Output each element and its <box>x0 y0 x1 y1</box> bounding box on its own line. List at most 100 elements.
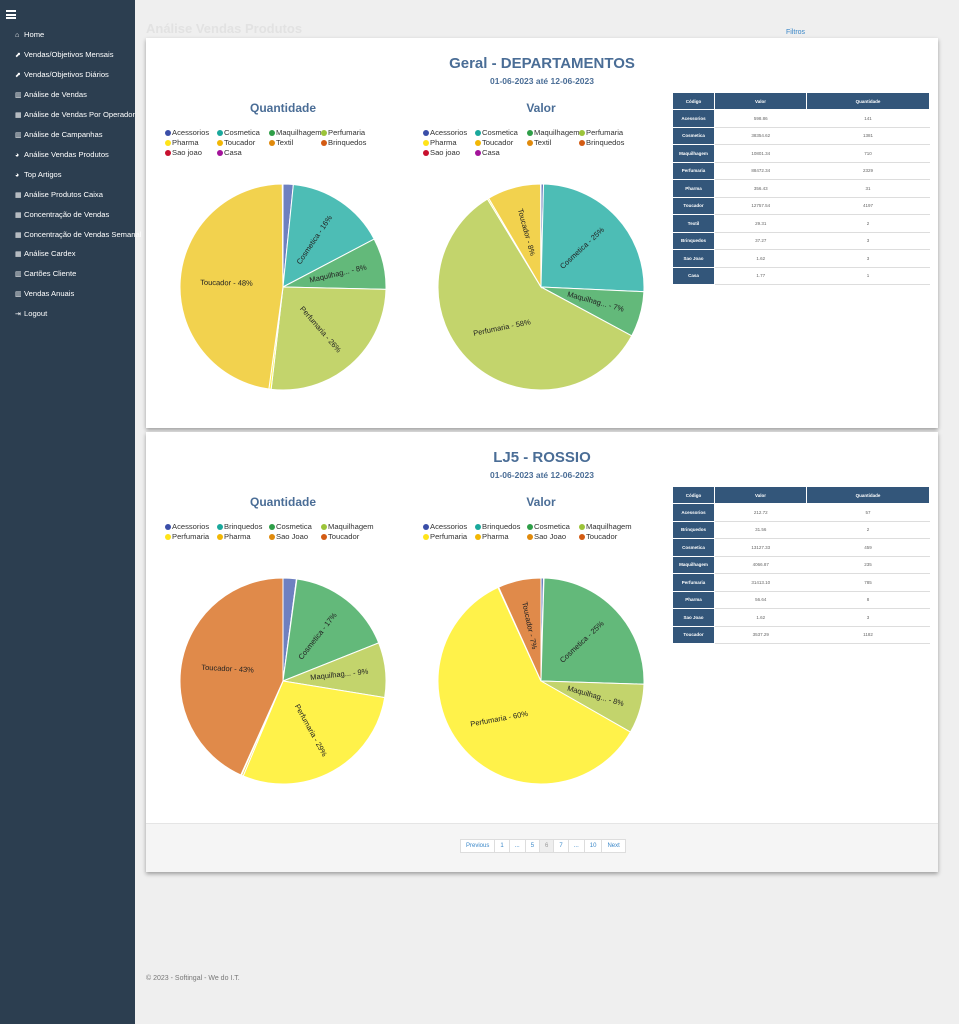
legend-item[interactable]: Maquilhagem <box>321 522 374 532</box>
legend-item[interactable]: Perfumaria <box>423 532 475 542</box>
pie-slice[interactable] <box>179 183 284 390</box>
pie-slice[interactable] <box>282 578 380 682</box>
table-row: Pharma 56.64 8 <box>672 590 930 609</box>
column-header[interactable]: Quantidade <box>806 486 930 504</box>
legend-item[interactable]: Toucador <box>321 532 373 542</box>
legend-item[interactable]: Acessorios <box>165 128 217 138</box>
pie-slice[interactable] <box>437 198 633 391</box>
sidebar-item-concentra-o-de-vendas-semanal[interactable]: ▦ Concentração de Vendas Semanal <box>15 230 141 239</box>
legend-item[interactable]: Pharma <box>423 138 475 148</box>
legend-item[interactable]: Cosmetica <box>217 128 269 138</box>
legend-dot-icon <box>321 533 327 540</box>
sidebar-item-vendas-objetivos-di-rios[interactable]: ⬈ Vendas/Objetivos Diários <box>15 70 109 79</box>
pie-slice[interactable] <box>242 680 386 785</box>
page-next[interactable]: Next <box>601 839 626 853</box>
legend-item[interactable]: Sao Joao <box>527 532 579 542</box>
page-5[interactable]: 5 <box>524 839 541 853</box>
legend-item[interactable]: Maquilhagem <box>269 128 322 138</box>
sidebar-item-an-lise-cardex[interactable]: ▦ Análise Cardex <box>15 249 76 258</box>
legend-label: Acessorios <box>430 128 468 137</box>
pie-slice[interactable] <box>540 577 645 685</box>
legend-item[interactable]: Brinquedos <box>579 138 631 148</box>
table-row: Acessorios 212.72 57 <box>672 503 930 522</box>
filters-link[interactable]: Filtros <box>786 29 806 36</box>
legend-label: Cosmetica <box>224 128 260 137</box>
legend-item[interactable]: Perfumaria <box>165 532 217 542</box>
legend-item[interactable]: Cosmetica <box>527 522 579 532</box>
legend-item[interactable]: Cosmetica <box>269 522 321 532</box>
pie-slice[interactable] <box>497 577 542 682</box>
column-header[interactable]: Código <box>672 92 715 110</box>
sidebar-item-home[interactable]: ⌂ Home <box>15 30 44 39</box>
legend-item[interactable]: Brinquedos <box>217 522 269 532</box>
legend-dot-icon <box>321 523 327 530</box>
store-title: LJ5 - ROSSIO <box>493 449 591 466</box>
column-header[interactable]: Código <box>672 486 715 504</box>
legend-item[interactable]: Pharma <box>165 138 217 148</box>
legend-item[interactable]: Sao Joao <box>269 532 321 542</box>
legend-item[interactable]: Casa <box>475 148 527 158</box>
cell-codigo: Textil <box>672 214 715 233</box>
legend-item[interactable]: Sao joao <box>165 148 217 158</box>
page-previous[interactable]: Previous <box>460 839 496 853</box>
legend-item[interactable]: Maquilhagem <box>579 522 632 532</box>
legend-item[interactable]: Pharma <box>217 532 269 542</box>
legend-item[interactable]: Pharma <box>475 532 527 542</box>
pie-slice[interactable] <box>282 183 375 288</box>
legend-label: Casa <box>482 148 500 157</box>
legend-item[interactable]: Toucador <box>217 138 269 148</box>
legend-item[interactable]: Textil <box>269 138 321 148</box>
sidebar-item-logout[interactable]: ⇥ Logout <box>15 309 47 318</box>
pie-slice[interactable] <box>270 286 387 391</box>
cell-quantidade: 1 <box>806 267 930 285</box>
legend-item[interactable]: Maquilhagem <box>527 128 580 138</box>
legend-item[interactable]: Brinquedos <box>321 138 373 148</box>
legend-item[interactable]: Sao joao <box>423 148 475 158</box>
legend-item[interactable]: Cosmetica <box>475 128 527 138</box>
legend-item[interactable]: Acessorios <box>423 522 475 532</box>
sidebar-item-an-lise-de-campanhas[interactable]: ▥ Análise de Campanhas <box>15 130 103 139</box>
cell-valor: 31.56 <box>714 521 807 539</box>
page-10[interactable]: 10 <box>583 839 603 853</box>
column-header[interactable]: Valor <box>713 486 808 504</box>
sidebar-item-vendas-objetivos-mensais[interactable]: ⬈ Vendas/Objetivos Mensais <box>15 50 114 59</box>
pie-slice[interactable] <box>179 577 284 776</box>
page-6[interactable]: 6 <box>539 839 555 853</box>
sidebar-item-an-lise-de-vendas[interactable]: ▥ Análise de Vendas <box>15 90 87 99</box>
legend-item[interactable]: Perfumaria <box>321 128 373 138</box>
legend-item[interactable]: Acessorios <box>165 522 217 532</box>
legend-item[interactable]: Casa <box>217 148 269 158</box>
page-ellipsis[interactable]: ... <box>508 839 526 853</box>
pie-slice[interactable] <box>540 183 645 293</box>
table-row: Toucador 3537.29 1182 <box>672 625 930 644</box>
hamburger-menu-icon[interactable] <box>6 10 16 19</box>
page-ellipsis[interactable]: ... <box>567 839 585 853</box>
sidebar: ⌂ Home ⬈ Vendas/Objetivos Mensais ⬈ Vendas/Ob… <box>0 0 141 1024</box>
legend-item[interactable]: Perfumaria <box>579 128 631 138</box>
page-1[interactable]: 1 <box>494 839 510 853</box>
legend-label: Brinquedos <box>586 138 625 147</box>
sidebar-item-cart-es-cliente[interactable]: ▥ Cartões Cliente <box>15 269 76 278</box>
cell-valor: 3537.29 <box>714 626 807 644</box>
cell-codigo: Sao Joao <box>672 249 715 268</box>
pie-slice[interactable] <box>437 586 632 785</box>
table-icon: ▦ <box>15 251 22 259</box>
cell-valor: 12757.54 <box>714 197 807 215</box>
sidebar-item-an-lise-vendas-produtos[interactable]: ◕ Análise Vendas Produtos <box>15 150 109 159</box>
legend-item[interactable]: Acessorios <box>423 128 475 138</box>
legend-item[interactable]: Toucador <box>579 532 631 542</box>
column-header[interactable]: Quantidade <box>806 92 930 110</box>
sidebar-item-vendas-anuais[interactable]: ▥ Vendas Anuais <box>15 289 74 298</box>
table-row: Perfumaria 31413.10 785 <box>672 573 930 592</box>
sidebar-item-concentra-o-de-vendas[interactable]: ▦ Concentração de Vendas <box>15 210 109 219</box>
legend-item[interactable]: Textil <box>527 138 579 148</box>
table-header-row: Código Valor Quantidade <box>672 92 930 110</box>
legend-item[interactable]: Brinquedos <box>475 522 527 532</box>
sidebar-item-top-artigos[interactable]: ◕ Top Artigos <box>15 170 62 179</box>
sidebar-item-an-lise-de-vendas-por-operador[interactable]: ▦ Análise de Vendas Por Operador <box>15 110 135 119</box>
bar-chart-icon: ▥ <box>15 91 22 99</box>
legend-item[interactable]: Toucador <box>475 138 527 148</box>
sidebar-item-an-lise-produtos-caixa[interactable]: ▦ Análise Produtos Caixa <box>15 190 103 199</box>
column-header[interactable]: Valor <box>713 92 808 110</box>
page-7[interactable]: 7 <box>553 839 569 853</box>
